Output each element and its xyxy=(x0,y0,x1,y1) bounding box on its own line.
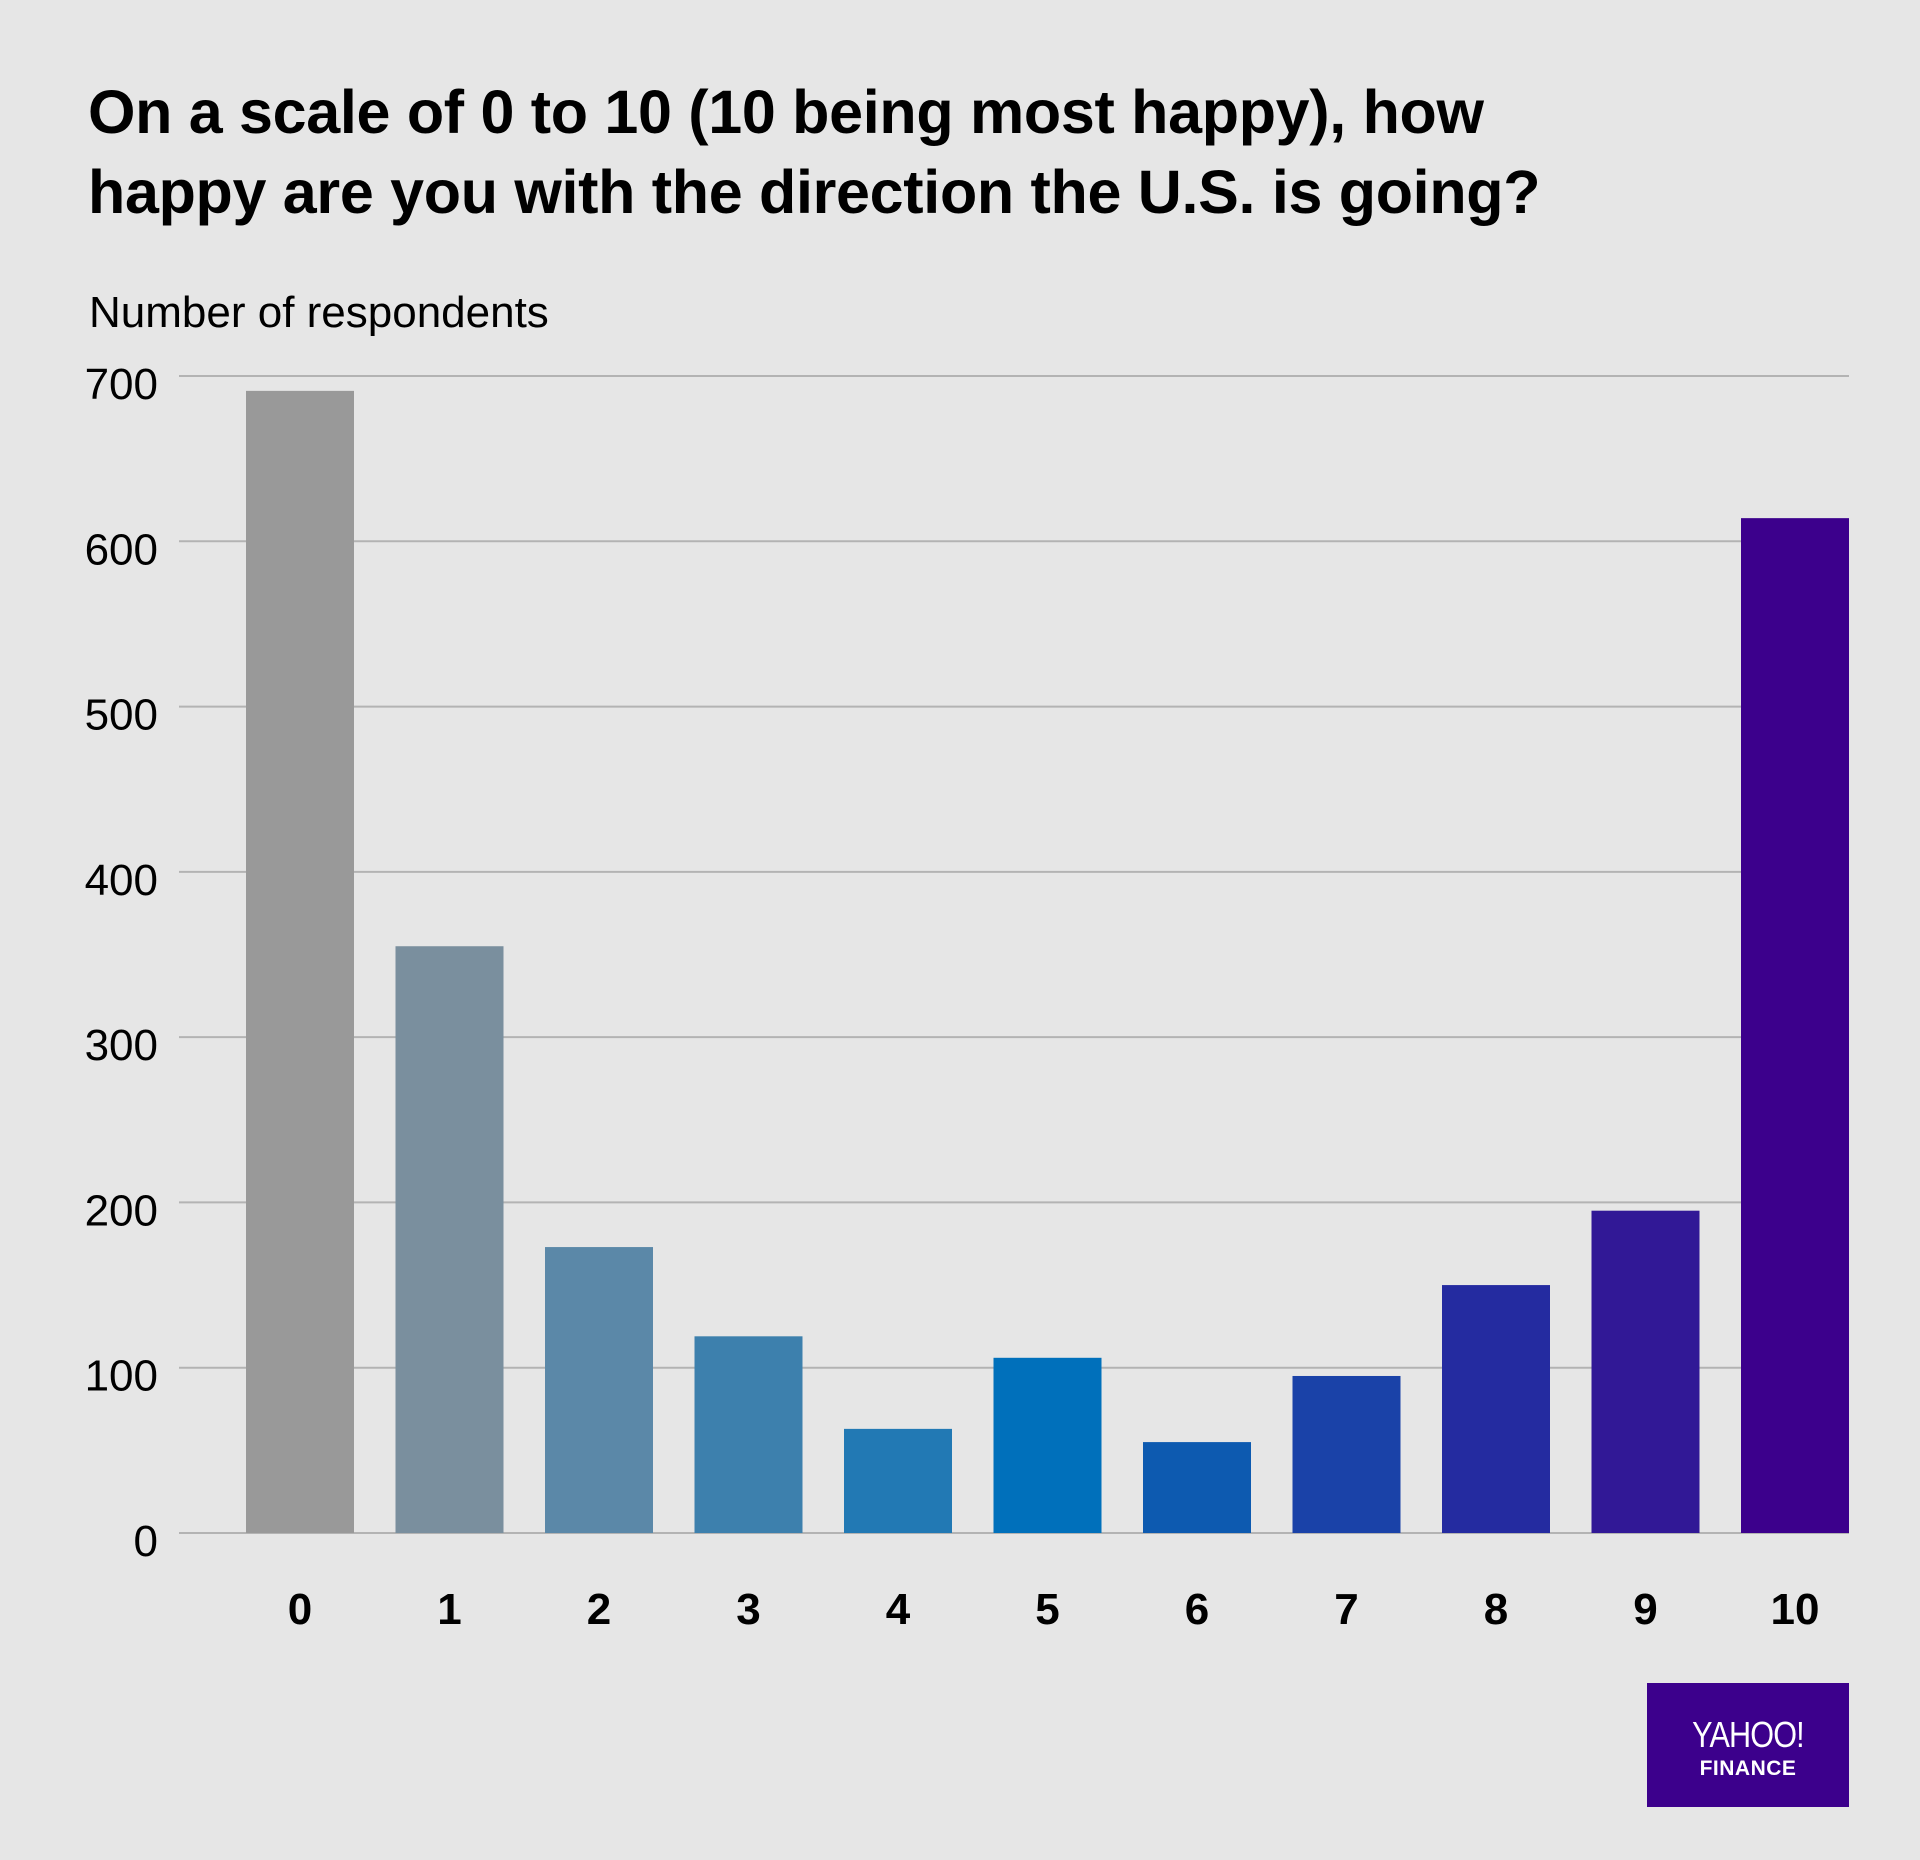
x-tick-label: 9 xyxy=(1633,1585,1657,1634)
bar-6 xyxy=(1143,1442,1251,1533)
x-tick-label: 4 xyxy=(886,1585,911,1634)
bar-0 xyxy=(246,390,354,1533)
bar-3 xyxy=(694,1336,803,1533)
y-tick-label: 400 xyxy=(85,856,158,905)
y-tick-label: 0 xyxy=(134,1517,158,1566)
bars xyxy=(246,390,1849,1533)
y-tick-label: 600 xyxy=(85,525,158,574)
y-axis-ticks: 0 100 200 300 400 500 600 700 xyxy=(85,360,158,1566)
x-axis-ticks: 0 1 2 3 4 5 6 7 8 9 10 xyxy=(288,1585,1820,1634)
x-tick-label: 2 xyxy=(587,1585,611,1634)
logo-finance-text: FINANCE xyxy=(1699,1757,1797,1780)
yahoo-finance-logo: YAHOO! FINANCE xyxy=(1647,1683,1849,1807)
chart-title-line-1: On a scale of 0 to 10 (10 being most hap… xyxy=(88,78,1484,146)
y-tick-label: 500 xyxy=(85,691,158,740)
chart-title: On a scale of 0 to 10 (10 being most hap… xyxy=(88,72,1848,232)
x-tick-label: 8 xyxy=(1484,1585,1508,1634)
x-tick-label: 10 xyxy=(1771,1585,1820,1634)
x-tick-label: 6 xyxy=(1185,1585,1209,1634)
bar-2 xyxy=(545,1247,653,1533)
bar-4 xyxy=(844,1428,952,1533)
bar-10 xyxy=(1741,518,1849,1533)
bar-8 xyxy=(1442,1285,1550,1533)
bar-1 xyxy=(395,946,504,1533)
y-tick-label: 300 xyxy=(85,1021,158,1070)
bar-7 xyxy=(1292,1375,1401,1533)
y-tick-label: 200 xyxy=(85,1186,158,1235)
x-tick-label: 5 xyxy=(1035,1585,1059,1634)
x-tick-label: 1 xyxy=(437,1585,461,1634)
logo-yahoo-text: YAHOO! xyxy=(1692,1714,1805,1755)
y-tick-label: 700 xyxy=(85,360,158,409)
x-tick-label: 0 xyxy=(288,1585,312,1634)
bar-5 xyxy=(993,1357,1102,1533)
x-tick-label: 7 xyxy=(1334,1585,1358,1634)
x-tick-label: 3 xyxy=(736,1585,760,1634)
chart-title-line-2: happy are you with the direction the U.S… xyxy=(88,158,1541,226)
y-tick-label: 100 xyxy=(85,1352,158,1401)
bar-9 xyxy=(1591,1210,1700,1533)
y-axis-label: Number of respondents xyxy=(89,288,549,337)
